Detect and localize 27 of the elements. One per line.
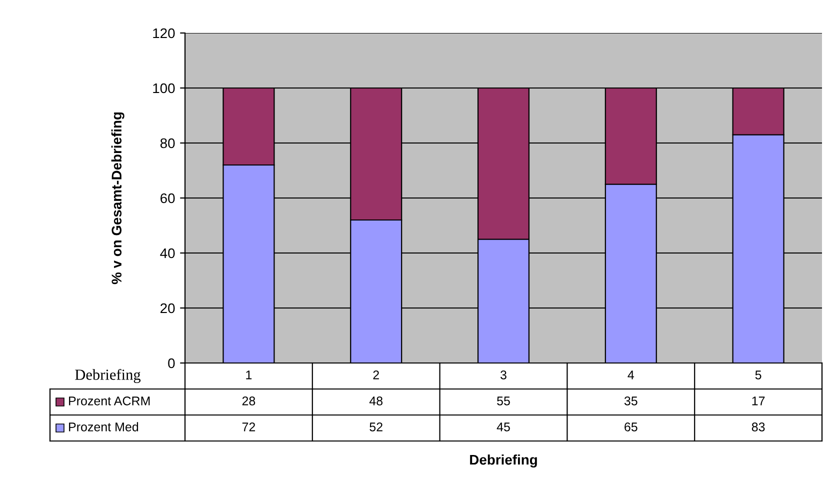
- y-tick-label: 0: [168, 358, 175, 368]
- text: Debriefing: [470, 454, 537, 468]
- y-tick-label: 20: [160, 303, 175, 314]
- data-label: 28: [242, 396, 256, 406]
- y-tick-label: 80: [160, 138, 175, 148]
- data-label: 35: [624, 396, 638, 406]
- data-label: 48: [369, 396, 383, 406]
- data-label: 55: [497, 396, 510, 406]
- x-tick-label: 1: [246, 370, 252, 380]
- x-tick-label: 5: [755, 370, 762, 380]
- y-axis-title: % v on Gesamt-Debriefing: [111, 112, 124, 284]
- x-tick-label: 3: [500, 370, 506, 380]
- data-label: 72: [242, 422, 256, 432]
- data-label: 52: [370, 422, 382, 432]
- y-tick-label: 40: [160, 248, 175, 258]
- data-label: 83: [752, 422, 765, 432]
- legend-label: Prozent Med: [69, 422, 138, 432]
- data-label: 45: [496, 422, 510, 432]
- y-tick-label: 120: [153, 28, 175, 38]
- x-tick-label: 2: [373, 370, 379, 380]
- x-tick-label: 4: [628, 370, 634, 380]
- data-label: 17: [752, 396, 765, 406]
- y-tick-label: 60: [160, 193, 175, 204]
- legend-label: Prozent ACRM: [69, 396, 150, 406]
- text: Debriefing: [75, 368, 141, 384]
- y-tick-label: 100: [153, 83, 175, 94]
- data-label: 65: [624, 422, 638, 432]
